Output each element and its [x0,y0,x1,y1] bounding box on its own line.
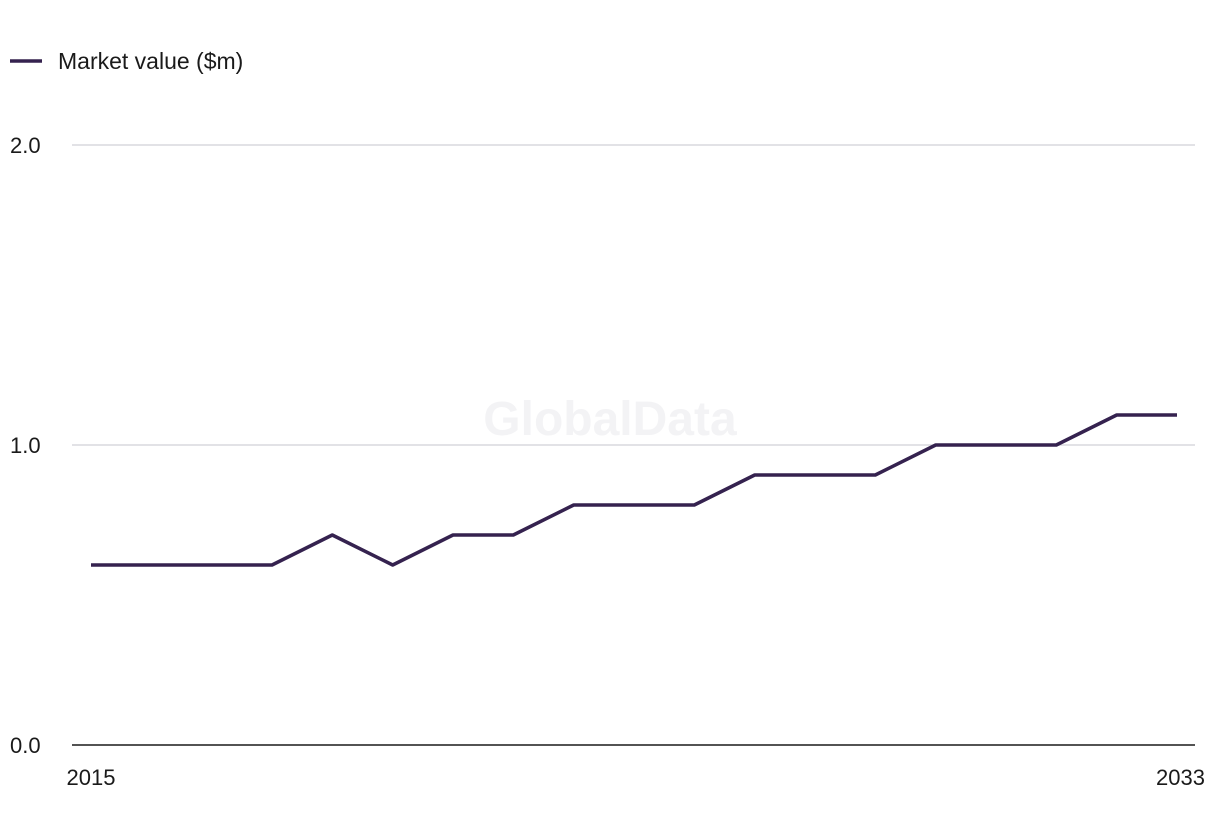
watermark: GlobalData [483,393,737,446]
x-tick-label: 2015 [67,765,116,790]
y-tick-label: 0.0 [10,733,41,758]
y-tick-label: 2.0 [10,133,41,158]
x-tick-label: 2033 [1156,765,1205,790]
legend: Market value ($m) [10,48,243,74]
series-line [91,413,1177,567]
legend-label: Market value ($m) [58,48,243,74]
axes: 0.0 1.0 2.0 2015 2033 [10,133,1205,790]
series-lines [91,413,1177,567]
y-tick-label: 1.0 [10,433,41,458]
